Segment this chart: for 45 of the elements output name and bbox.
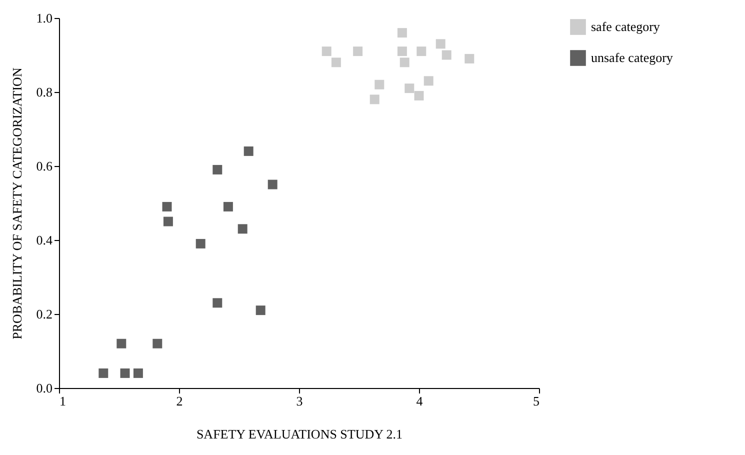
x-tick-label: 3 <box>296 394 303 408</box>
point <box>322 46 332 56</box>
point <box>400 58 410 68</box>
point <box>397 46 407 56</box>
x-tick-label: 1 <box>60 394 66 408</box>
legend-label: unsafe category <box>591 50 674 65</box>
point <box>238 224 248 234</box>
x-tick-label: 2 <box>176 394 183 408</box>
y-tick-label: 1.0 <box>36 10 52 26</box>
point <box>414 90 424 100</box>
point <box>397 28 407 38</box>
point <box>120 368 130 378</box>
y-tick-label: 0.8 <box>36 84 52 100</box>
point <box>464 54 474 64</box>
point <box>256 306 266 316</box>
point <box>212 298 222 308</box>
point <box>442 50 452 60</box>
point <box>116 338 126 348</box>
point <box>374 80 384 90</box>
y-axis-title: PROBABILITY OF SAFETY CATEGORIZATION <box>9 67 24 340</box>
point <box>212 164 222 174</box>
point <box>353 46 363 56</box>
x-tick-label: 4 <box>416 394 424 408</box>
y-tick-label: 0.6 <box>36 158 53 174</box>
point <box>163 216 173 226</box>
point <box>223 202 233 212</box>
point <box>152 338 162 348</box>
point <box>196 238 206 248</box>
point <box>98 368 108 378</box>
point <box>244 146 254 156</box>
point <box>370 94 380 104</box>
point <box>133 368 143 378</box>
y-tick-label: 0.4 <box>36 232 53 248</box>
point <box>268 180 278 190</box>
point <box>424 76 434 86</box>
legend-label: safe category <box>591 19 660 34</box>
y-tick-label: 0.2 <box>36 306 52 322</box>
y-tick-label: 0.0 <box>36 380 52 396</box>
point <box>162 202 172 212</box>
x-tick-label: 5 <box>533 394 540 408</box>
point <box>404 84 414 94</box>
point <box>331 58 341 68</box>
point <box>416 46 426 56</box>
x-axis-title: SAFETY EVALUATIONS STUDY 2.1 <box>196 426 403 442</box>
point <box>436 39 446 49</box>
